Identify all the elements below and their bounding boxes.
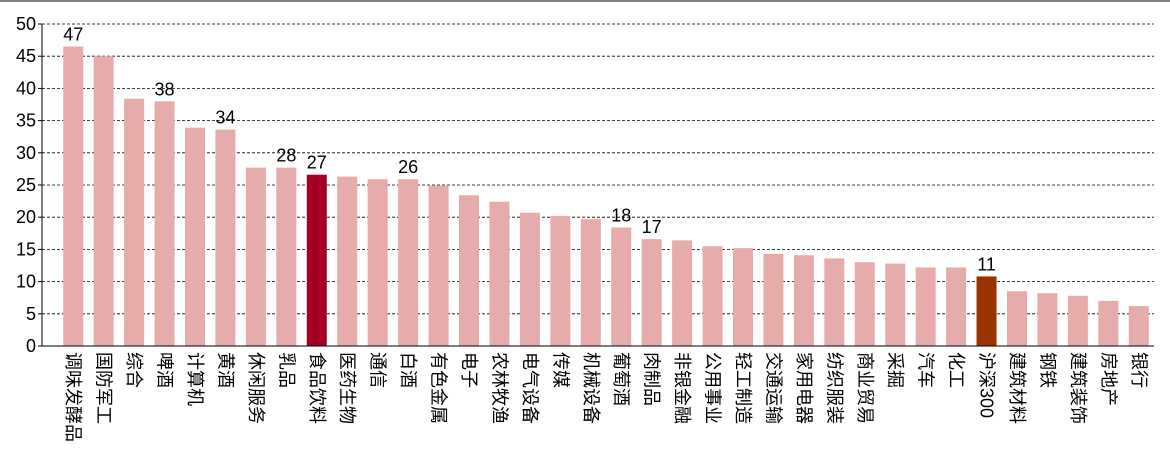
x-tick-label: 乳品 <box>276 352 296 388</box>
y-tick-label: 15 <box>16 239 36 259</box>
x-tick-label: 电气设备 <box>520 352 540 424</box>
data-label: 27 <box>307 153 327 173</box>
x-tick-label: 啤酒 <box>155 352 175 388</box>
data-label: 47 <box>63 25 83 45</box>
x-tick-label: 综合 <box>124 352 144 388</box>
x-tick-label: 建筑材料 <box>1007 352 1027 424</box>
x-tick-label: 传媒 <box>550 352 570 388</box>
bar <box>1067 295 1088 346</box>
x-tick-label: 轻工制造 <box>733 352 753 424</box>
data-label: 11 <box>977 254 996 274</box>
y-tick-label: 50 <box>16 14 36 34</box>
bar <box>854 262 875 346</box>
bar <box>733 248 753 346</box>
data-label: 34 <box>215 108 235 128</box>
bar <box>946 267 967 346</box>
bar <box>915 267 936 346</box>
bar <box>93 56 114 346</box>
x-tick-label: 调味发酵品 <box>63 352 83 442</box>
y-tick-label: 35 <box>16 111 36 131</box>
bar <box>489 201 510 346</box>
data-label: 38 <box>155 79 175 99</box>
x-tick-label: 公用事业 <box>703 352 723 424</box>
bar <box>276 167 297 346</box>
x-tick-label: 食品饮料 <box>307 352 327 424</box>
bar <box>63 46 84 346</box>
bar <box>1007 291 1027 346</box>
bar <box>185 127 205 347</box>
bar <box>793 255 814 346</box>
data-label: 17 <box>642 217 662 237</box>
bar <box>367 179 388 346</box>
bar <box>154 101 175 346</box>
x-tick-label: 电子 <box>459 352 479 388</box>
x-tick-label: 计算机 <box>185 352 205 406</box>
bar <box>672 240 693 346</box>
y-tick-label: 10 <box>16 272 36 292</box>
x-tick-label: 汽车 <box>916 352 936 388</box>
y-tick-label: 45 <box>16 46 36 66</box>
x-tick-label: 商业贸易 <box>855 352 875 424</box>
bar <box>611 227 632 346</box>
y-tick-label: 25 <box>16 175 36 195</box>
bar <box>702 246 723 346</box>
x-tick-label: 机械设备 <box>581 352 601 424</box>
x-tick-label: 农林牧渔 <box>489 352 509 424</box>
bar <box>1128 306 1149 346</box>
data-label: 28 <box>276 146 296 166</box>
x-tick-label: 钢铁 <box>1037 352 1057 388</box>
y-tick-label: 30 <box>16 143 36 163</box>
bar <box>245 167 266 346</box>
x-tick-label: 银行 <box>1129 352 1149 388</box>
bar <box>1037 293 1058 346</box>
bar <box>428 185 449 346</box>
bar <box>641 239 662 346</box>
x-tick-label: 医药生物 <box>337 352 357 424</box>
y-tick-label: 40 <box>16 78 36 98</box>
bar <box>885 263 906 346</box>
x-tick-label: 交通运输 <box>763 352 783 424</box>
bar <box>824 258 845 346</box>
bar <box>580 219 601 346</box>
x-tick-label: 非银金融 <box>672 352 692 424</box>
bar <box>124 98 145 346</box>
bar <box>459 195 479 346</box>
bar <box>763 253 784 346</box>
bar <box>976 276 997 346</box>
x-tick-label: 采掘 <box>885 352 905 388</box>
bar <box>215 129 236 346</box>
x-tick-label: 化工 <box>946 352 966 388</box>
x-tick-label: 国防军工 <box>94 352 114 424</box>
bar <box>1098 300 1119 346</box>
x-tick-label: 葡萄酒 <box>611 352 631 406</box>
x-tick-label: 白酒 <box>398 352 418 388</box>
x-tick-label: 房地产 <box>1098 352 1118 406</box>
x-tick-label: 有色金属 <box>429 352 449 424</box>
x-tick-label: 家用电器 <box>794 352 814 424</box>
x-tick-label: 纺织服装 <box>824 352 844 424</box>
data-label: 18 <box>611 206 631 226</box>
bar <box>398 179 419 346</box>
x-tick-label: 沪深300 <box>977 352 997 418</box>
x-tick-label: 建筑装饰 <box>1068 352 1088 424</box>
bar <box>519 212 540 346</box>
x-tick-label: 黄酒 <box>215 352 235 388</box>
x-tick-label: 通信 <box>368 352 388 388</box>
y-tick-label: 5 <box>26 304 36 324</box>
data-label: 26 <box>398 157 418 177</box>
bar <box>306 174 327 346</box>
y-tick-label: 20 <box>16 207 36 227</box>
y-tick-label: 0 <box>26 336 36 356</box>
x-tick-label: 肉制品 <box>642 352 662 406</box>
x-tick-label: 休闲服务 <box>246 352 266 424</box>
bar <box>550 215 571 346</box>
bar <box>337 176 358 346</box>
